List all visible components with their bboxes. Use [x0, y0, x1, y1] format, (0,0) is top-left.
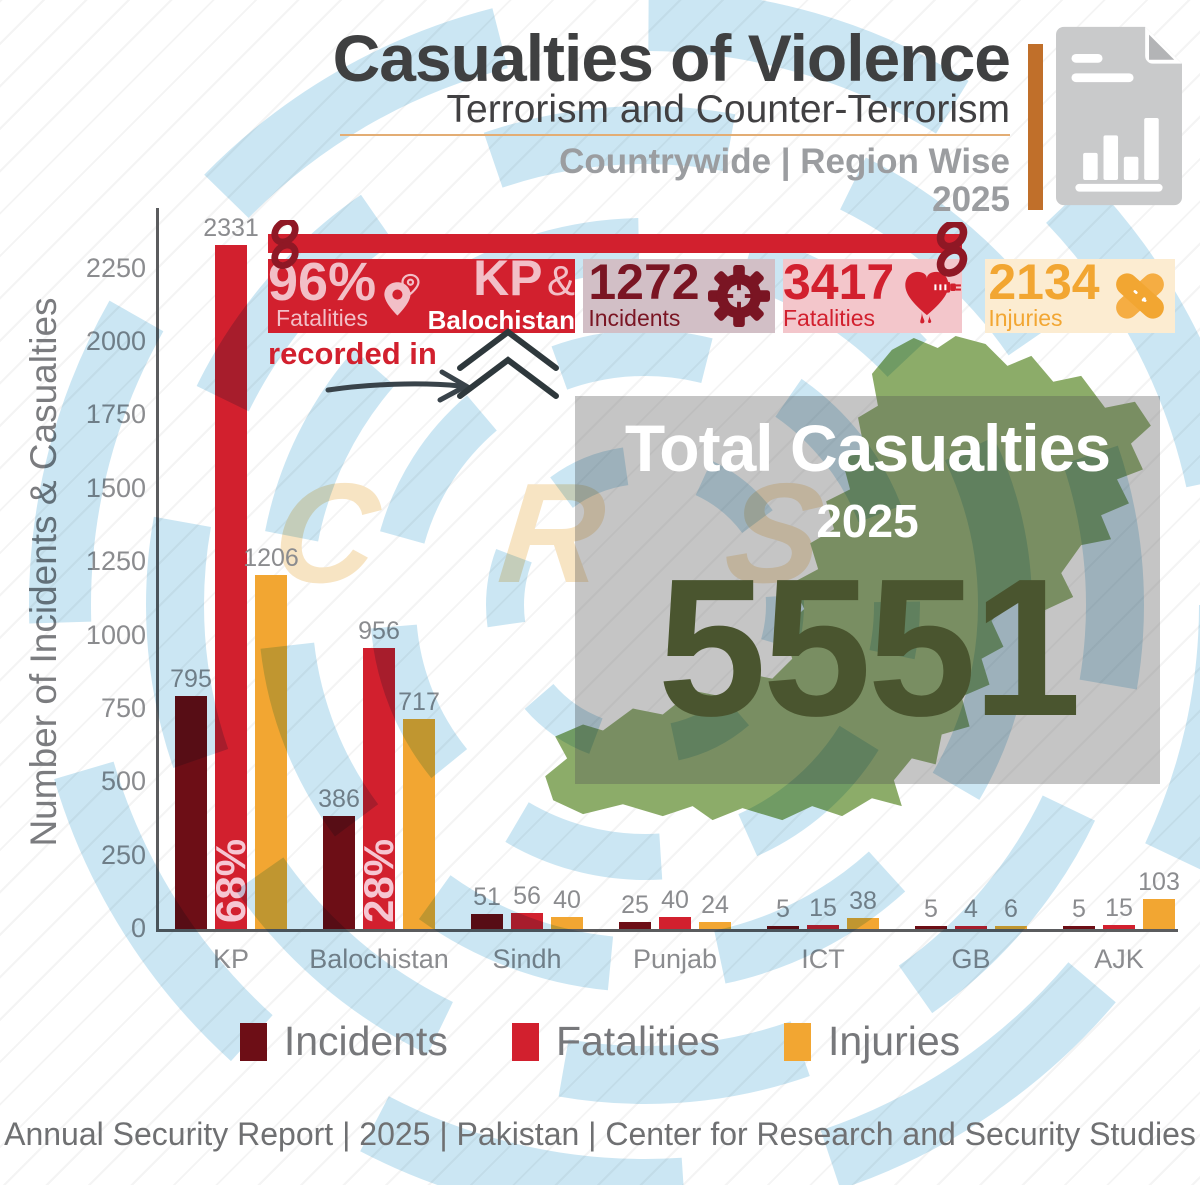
total-casualties-value: 5551: [657, 538, 1081, 757]
highlight-percent-label: Fatalities: [276, 305, 369, 332]
bar-incidents-gb: [915, 926, 947, 929]
bar-injuries-ict: [847, 917, 879, 929]
page-title: Casualties of Violence: [332, 21, 1011, 95]
y-tick-label: 500: [100, 766, 146, 797]
legend-swatch-incidents: [239, 1022, 267, 1061]
y-tick-label: 1250: [85, 546, 146, 577]
header-accent-bar: [1028, 44, 1043, 210]
bar-incidents-balochistan: [323, 815, 355, 929]
bar-incidents-ajk: [1063, 926, 1095, 929]
y-tick-label: 2250: [85, 252, 146, 283]
header-divider: [340, 134, 1010, 136]
fatalities-value: 3417: [783, 254, 895, 310]
y-tick-label: 0: [130, 913, 146, 943]
crossed-bandages-icon: [1115, 273, 1164, 319]
report-document-icon: [1056, 26, 1182, 206]
legend-label-fatalities: Fatalities: [555, 1018, 720, 1064]
y-tick-label: 2000: [85, 326, 146, 357]
page-subtitle: Terrorism and Counter-Terrorism: [446, 88, 1010, 131]
incidents-stat-box: 1272 Incidents: [583, 254, 775, 333]
incidents-value: 1272: [588, 254, 700, 310]
x-axis-label: KP: [212, 944, 250, 974]
y-tick-label: 1000: [85, 619, 146, 650]
bar-value-label: 2331: [203, 213, 259, 242]
x-axis-label: GB: [951, 944, 991, 974]
bar-fatalities-ajk: [1103, 924, 1135, 929]
legend-item-injuries: Injuries: [784, 1018, 960, 1065]
sketch-chevrons-up-icon: [457, 328, 559, 399]
red-ribbon: [268, 234, 962, 253]
legend-swatch-fatalities: [511, 1022, 539, 1061]
total-casualties-text: Total Casualties 2025 5551: [575, 396, 1160, 746]
total-casualties-title: Total Casualties: [624, 411, 1111, 485]
region-primary: KP: [473, 249, 543, 306]
bar-injuries-punjab: [699, 921, 731, 929]
injuries-stat-box: 2134 Injuries: [985, 254, 1175, 333]
chart-legend: Incidents Fatalities Injuries: [0, 1018, 1200, 1065]
legend-swatch-injuries: [784, 1022, 811, 1061]
x-axis-label: Punjab: [632, 944, 718, 974]
x-axis-label: Sindh: [492, 944, 562, 974]
x-axis-label: ICT: [801, 944, 845, 974]
chain-link-icon: [271, 220, 299, 269]
bar-fatalities-gb: [955, 926, 987, 929]
chain-link-icon: [936, 222, 968, 277]
footer-credit: Annual Security Report | 2025 | Pakistan…: [4, 1116, 1196, 1152]
y-tick-label: 1750: [85, 399, 146, 430]
bar-injuries-gb: [995, 926, 1027, 929]
y-axis-line: [156, 208, 159, 930]
x-axis-line: [156, 929, 1178, 932]
y-tick-label: 750: [100, 692, 146, 723]
x-axis-label: AJK: [1094, 944, 1144, 974]
bar-incidents-kp: [175, 695, 207, 929]
highlight-region-box: 96% Fatalities KP & Balochistan: [268, 253, 575, 335]
map-pin-icon: [384, 273, 420, 316]
bar-value-label: 1206: [243, 544, 299, 573]
scope-line: Countrywide | Region Wise: [559, 142, 1010, 181]
bar-injuries-sindh: [551, 917, 583, 929]
legend-label-injuries: Injuries: [828, 1018, 961, 1064]
bar-incidents-punjab: [619, 921, 651, 929]
legend-label-incidents: Incidents: [283, 1018, 448, 1064]
bar-value-label: 956: [358, 617, 400, 646]
legend-item-incidents: Incidents: [239, 1018, 448, 1065]
bar-incidents-sindh: [471, 914, 503, 929]
bar-injuries-kp: [255, 575, 287, 929]
bar-value-label: 103: [1138, 867, 1180, 896]
y-tick-label: 250: [100, 839, 146, 870]
bar-incidents-ict: [767, 926, 799, 929]
ampersand: &: [546, 256, 575, 304]
gear-icon: [707, 265, 770, 327]
bar-injuries-ajk: [1143, 898, 1175, 929]
header-year: 2025: [932, 180, 1010, 219]
y-tick-label: 1500: [85, 472, 146, 503]
x-axis-label: Balochistan: [309, 944, 449, 974]
bar-fatalities-ict: [807, 924, 839, 929]
bar-pct-annotation: 28%: [355, 838, 402, 923]
bar-injuries-balochistan: [403, 718, 435, 929]
bar-value-label: 717: [398, 687, 440, 716]
bar-pct-annotation: 68%: [207, 838, 254, 923]
legend-item-fatalities: Fatalities: [511, 1018, 720, 1065]
injuries-value: 2134: [988, 254, 1100, 310]
